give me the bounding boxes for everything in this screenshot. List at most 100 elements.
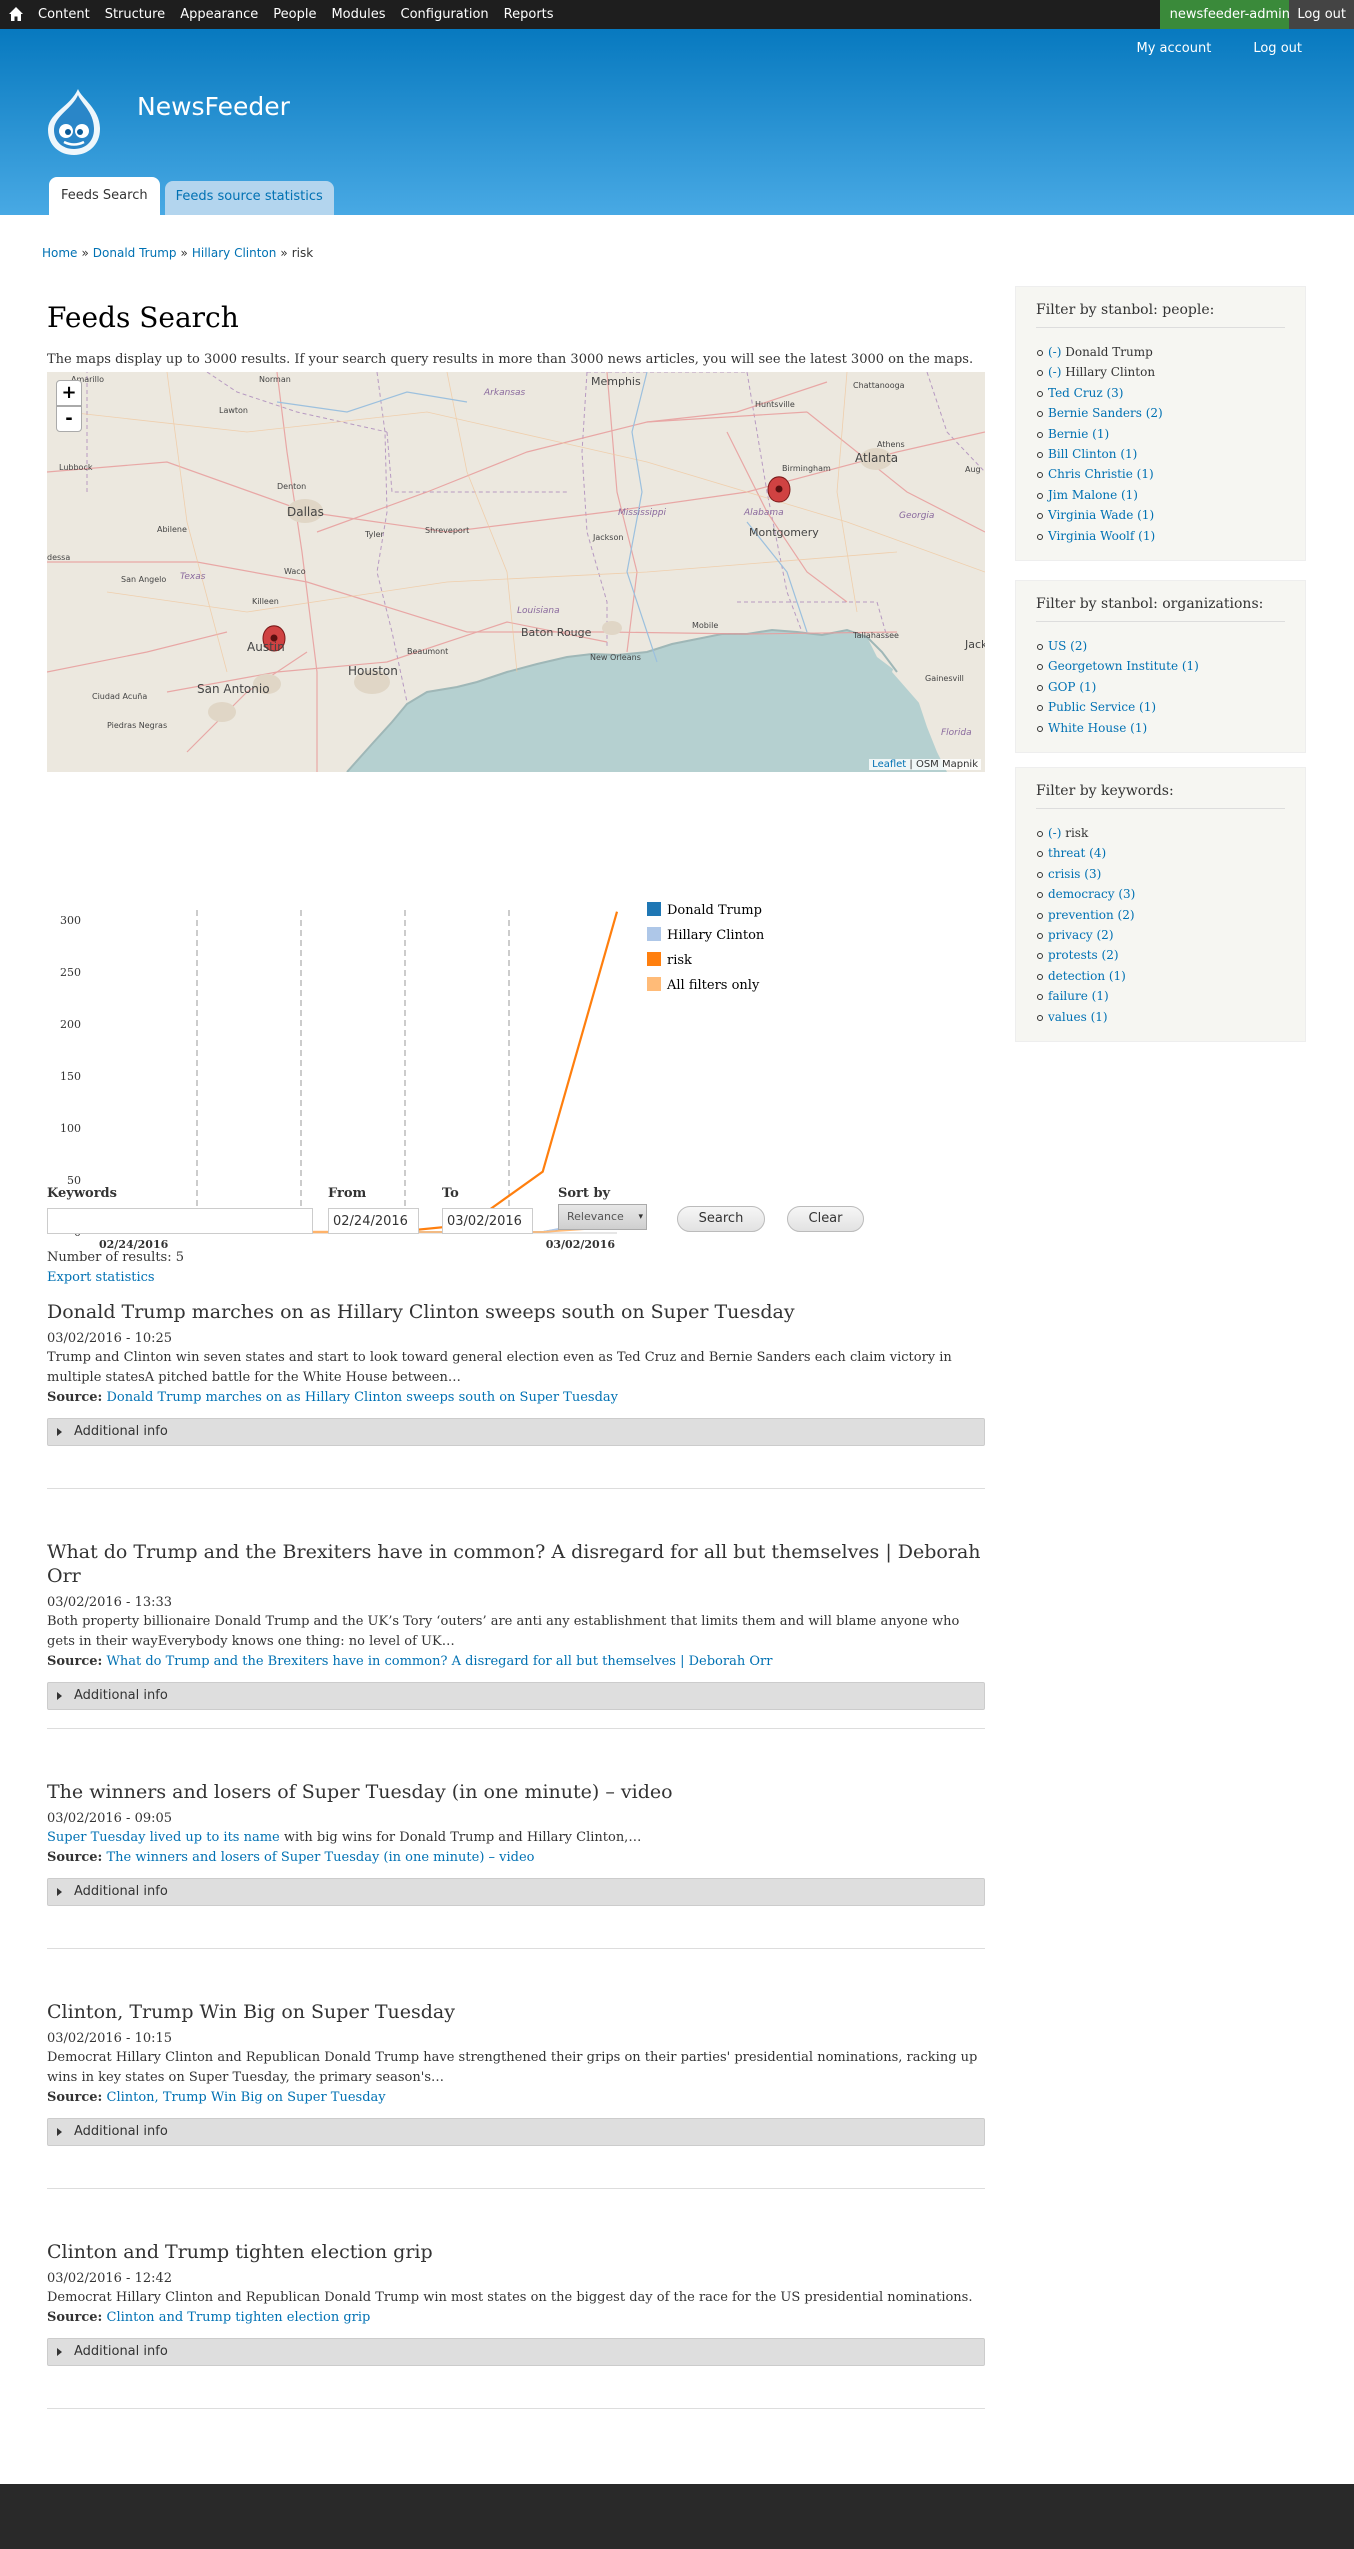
map-city-label: Mississippi [618,508,666,518]
sort-by-label: Sort by [558,1186,611,1201]
logout-link[interactable]: Log out [1253,41,1302,56]
additional-info-toggle[interactable]: Additional info [47,1682,985,1710]
sort-by-select[interactable]: Relevance ▾ [558,1204,647,1230]
filter-item: Ted Cruz (3) [1036,383,1285,403]
admin-menu-people[interactable]: People [273,7,317,22]
filter-item: threat (4) [1036,843,1285,863]
result-summary-text: Trump and Clinton win seven states and s… [47,1350,952,1385]
map-marker-icon[interactable] [767,476,791,503]
map-city-label: Arkansas [484,388,526,398]
filter-link[interactable]: Ted Cruz (3) [1048,385,1124,400]
result-source-link[interactable]: Clinton and Trump tighten election grip [106,2310,371,2325]
result-source-link[interactable]: What do Trump and the Brexiters have in … [106,1654,773,1669]
map-city-label: New Orleans [590,653,641,662]
my-account-link[interactable]: My account [1136,41,1212,56]
result-source: Source: Donald Trump marches on as Hilla… [47,1388,985,1408]
chart-legend-swatch [647,927,661,941]
filter-link[interactable]: Bernie (1) [1048,426,1110,441]
filter-link[interactable]: Virginia Wade (1) [1048,508,1155,523]
result-source-link[interactable]: Donald Trump marches on as Hillary Clint… [106,1390,619,1405]
admin-user-link[interactable]: newsfeeder-admin [1159,0,1300,29]
chart-legend-swatch [647,977,661,991]
filter-link[interactable]: Bill Clinton (1) [1048,447,1138,462]
breadcrumb-home[interactable]: Home [42,246,78,260]
export-statistics-link[interactable]: Export statistics [47,1270,155,1285]
map-city-label: Lubbock [59,463,93,472]
admin-menu-modules[interactable]: Modules [331,7,386,22]
keywords-input[interactable] [47,1208,313,1234]
map-note: The maps display up to 3000 results. If … [47,352,974,367]
triangle-right-icon [57,1428,62,1436]
filter-link[interactable]: Jim Malone (1) [1048,487,1138,502]
admin-menu-configuration[interactable]: Configuration [400,7,489,22]
additional-info-toggle[interactable]: Additional info [47,2118,985,2146]
leaflet-link[interactable]: Leaflet [872,759,907,770]
admin-menu-appearance[interactable]: Appearance [180,7,259,22]
zoom-out-button[interactable]: - [56,406,82,432]
filter-link[interactable]: Virginia Woolf (1) [1048,528,1156,543]
map-city-label: Birmingham [782,464,831,473]
triangle-right-icon [57,1692,62,1700]
additional-info-toggle[interactable]: Additional info [47,1418,985,1446]
clear-button[interactable]: Clear [787,1206,864,1232]
map-city-label: Ciudad Acuña [92,692,148,701]
search-button[interactable]: Search [677,1206,765,1232]
filter-link[interactable]: privacy (2) [1048,928,1114,943]
filter-link[interactable]: values (1) [1048,1009,1108,1024]
filter-link[interactable]: Georgetown Institute (1) [1048,659,1199,674]
tab-feeds-source-statistics[interactable]: Feeds source statistics [164,181,334,215]
to-date-input[interactable] [442,1208,533,1234]
filter-link[interactable]: US (2) [1048,639,1088,653]
toolbar-logout-link[interactable]: Log out [1289,0,1354,29]
drupal-drop-icon[interactable] [44,87,104,157]
breadcrumb-hillary-clinton[interactable]: Hillary Clinton [191,246,277,260]
admin-menu-reports[interactable]: Reports [503,7,554,22]
sort-by-value: Relevance [567,1210,624,1223]
additional-info-label: Additional info [74,2124,168,2139]
zoom-in-button[interactable]: + [56,380,82,406]
filter-link[interactable]: prevention (2) [1048,907,1135,922]
admin-menu-content[interactable]: Content [38,7,90,22]
result-source-label: Source: [47,1390,103,1405]
tab-feeds-search[interactable]: Feeds Search [49,177,160,215]
breadcrumb-separator: » [180,246,188,260]
map-city-label: Killeen [252,597,279,606]
filter-link[interactable]: Bernie Sanders (2) [1048,406,1163,421]
breadcrumb-donald-trump[interactable]: Donald Trump [92,246,177,260]
result-source-link[interactable]: The winners and losers of Super Tuesday … [106,1850,535,1865]
filter-link[interactable]: detection (1) [1048,968,1126,983]
filter-item: Bill Clinton (1) [1036,444,1285,464]
result-summary-link[interactable]: Super Tuesday lived up to its name [47,1830,280,1845]
from-date-input[interactable] [328,1208,419,1234]
filter-link[interactable]: protests (2) [1048,948,1119,963]
home-icon[interactable] [8,6,24,22]
additional-info-toggle[interactable]: Additional info [47,1878,985,1906]
result-source-link[interactable]: Clinton, Trump Win Big on Super Tuesday [106,2090,386,2105]
result-date: 03/02/2016 - 13:33 [47,1595,173,1610]
map-city-label: Lawton [219,406,249,415]
filter-link[interactable]: Chris Christie (1) [1048,467,1154,482]
result-item: Clinton and Trump tighten election grip 0… [47,2240,985,2409]
results-map[interactable]: Amarillo Norman Memphis Chattanooga Lawton Ar… [47,372,985,772]
filter-link[interactable]: (-) [1048,345,1062,359]
admin-menu-structure[interactable]: Structure [104,7,166,22]
site-name[interactable]: NewsFeeder [137,92,290,121]
filter-link[interactable]: (-) [1048,826,1062,840]
filter-link[interactable]: democracy (3) [1048,887,1136,902]
from-label: From [328,1186,367,1201]
filter-link[interactable]: Public Service (1) [1048,700,1157,715]
filter-link[interactable]: White House (1) [1048,720,1148,735]
map-attribution: Leaflet | OSM Mapnik [869,759,981,770]
filter-item: Virginia Wade (1) [1036,505,1285,525]
map-marker-icon[interactable] [262,625,286,652]
map-city-label: Gainesvill [925,674,964,683]
filter-link[interactable]: GOP (1) [1048,679,1097,694]
result-summary: Trump and Clinton win seven states and s… [47,1348,985,1388]
filter-item: (-) risk [1036,823,1285,843]
filter-link[interactable]: threat (4) [1048,846,1107,861]
filter-link[interactable]: (-) [1048,365,1062,380]
filter-people-title: Filter by stanbol: people: [1036,301,1285,328]
filter-link[interactable]: crisis (3) [1048,866,1102,881]
filter-link[interactable]: failure (1) [1048,989,1109,1004]
additional-info-toggle[interactable]: Additional info [47,2338,985,2366]
